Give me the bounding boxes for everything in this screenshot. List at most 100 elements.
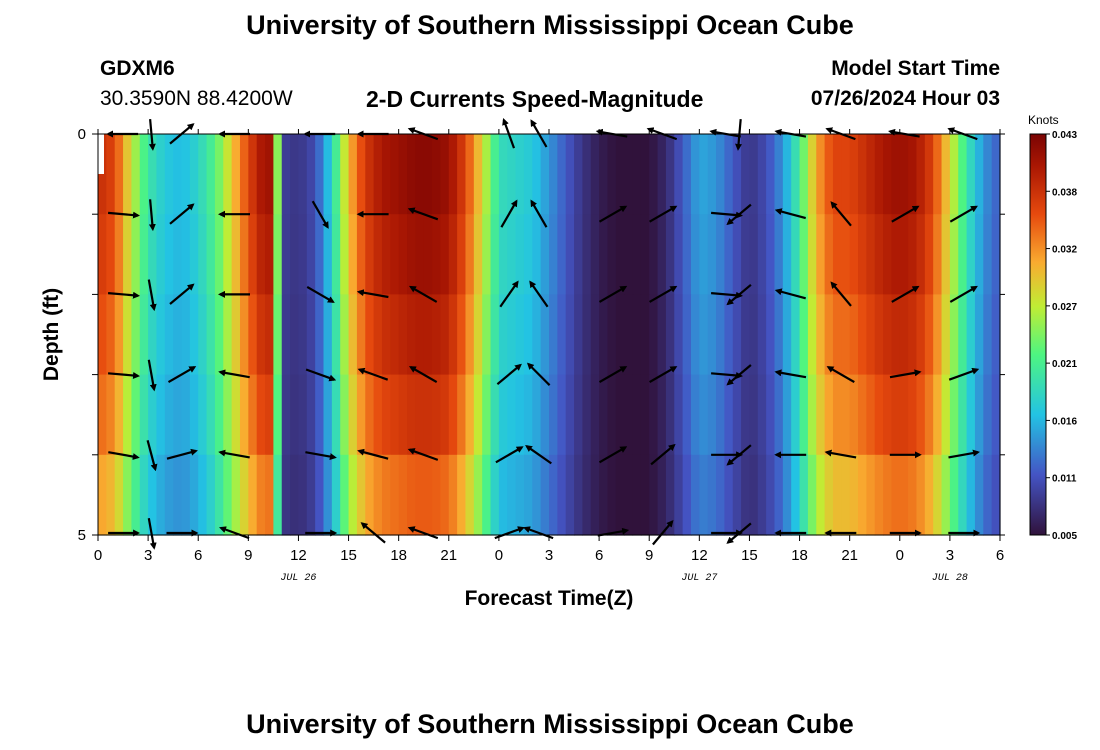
heatmap-cell <box>440 454 450 536</box>
station-id: GDXM6 <box>100 57 175 80</box>
heatmap-cell <box>690 454 700 536</box>
heatmap-cell <box>248 374 258 456</box>
heatmap-cell <box>941 214 951 295</box>
heatmap-cell <box>323 214 333 295</box>
heatmap-cell <box>966 214 976 295</box>
heatmap-cell <box>732 214 742 295</box>
heatmap-cell <box>507 374 517 456</box>
heatmap-cell <box>858 134 867 215</box>
heatmap-cell <box>565 454 575 536</box>
heatmap-cell <box>582 134 592 215</box>
heatmap-cell <box>356 134 366 215</box>
heatmap-cell <box>933 454 943 536</box>
current-vector <box>598 205 628 223</box>
heatmap-cell <box>373 454 383 536</box>
heatmap-cell <box>448 374 458 456</box>
heatmap-cell <box>515 374 525 456</box>
heatmap-cell <box>924 214 934 295</box>
heatmap-cell <box>782 294 792 376</box>
heatmap-cell <box>398 374 408 456</box>
heatmap-cell <box>473 134 483 215</box>
heatmap-cell <box>557 454 567 536</box>
heatmap-cell <box>106 454 116 536</box>
heatmap-cell <box>716 374 725 456</box>
heatmap-cell <box>415 134 425 215</box>
x-tick-label: 21 <box>440 547 457 564</box>
heatmap-cell <box>148 374 158 456</box>
heatmap-cell <box>849 134 859 215</box>
heatmap-cell <box>991 454 1001 536</box>
heatmap-cell <box>574 134 584 215</box>
x-tick-label: 9 <box>244 547 252 564</box>
heatmap-cell <box>189 454 199 536</box>
heatmap-cell <box>916 454 926 536</box>
heatmap-cell <box>816 294 826 376</box>
heatmap-cell <box>423 294 433 376</box>
heatmap-cell <box>356 214 366 295</box>
current-vector <box>891 285 920 303</box>
heatmap-cell <box>281 134 291 215</box>
heatmap-cell <box>298 134 308 215</box>
heatmap-cell <box>423 134 433 215</box>
heatmap-cell <box>340 214 350 295</box>
heatmap-cell <box>649 134 659 215</box>
heatmap-cell <box>632 214 642 295</box>
heatmap-cell <box>799 294 809 376</box>
heatmap-cell <box>331 294 341 376</box>
heatmap-cell <box>298 214 308 295</box>
heatmap-cell <box>540 134 550 215</box>
heatmap-cell <box>214 374 224 456</box>
heatmap-cell <box>198 214 208 295</box>
heatmap-cell <box>498 454 508 536</box>
heatmap-cell <box>139 214 149 295</box>
heatmap-cell <box>574 214 584 295</box>
heatmap-cell <box>565 134 575 215</box>
heatmap-cell <box>482 454 492 536</box>
heatmap-cell <box>640 294 650 376</box>
current-vector <box>169 283 195 305</box>
current-vector <box>774 208 806 220</box>
heatmap-cell <box>123 134 133 215</box>
heatmap-cell <box>281 294 291 376</box>
heatmap-cell <box>256 214 266 295</box>
heatmap-cell <box>599 214 609 295</box>
current-vector <box>948 449 980 459</box>
heatmap-cell <box>206 454 216 536</box>
heatmap-cell <box>615 134 625 215</box>
heatmap-cell <box>98 374 107 456</box>
heatmap-cell <box>398 134 408 215</box>
heatmap-cell <box>189 294 199 376</box>
heatmap-cell <box>640 374 650 456</box>
heatmap-cell <box>899 294 909 376</box>
heatmap-cell <box>599 294 609 376</box>
heatmap-cell <box>106 134 116 215</box>
current-vector <box>496 363 522 386</box>
heatmap-cell <box>106 214 116 295</box>
heatmap-cell <box>440 214 450 295</box>
heatmap-cell <box>615 374 625 456</box>
heatmap-cell <box>490 134 500 215</box>
current-vector <box>218 449 250 459</box>
heatmap-cell <box>774 214 784 295</box>
current-vector <box>649 366 678 384</box>
heatmap-cell <box>991 374 1001 456</box>
heatmap-cell <box>106 374 116 456</box>
heatmap-cell <box>231 294 241 376</box>
current-vector <box>525 445 552 465</box>
heatmap-cell <box>799 214 809 295</box>
heatmap-cell <box>139 374 149 456</box>
heatmap-cell <box>323 294 333 376</box>
heatmap-cell <box>858 294 867 376</box>
heatmap-cell <box>908 454 918 536</box>
heatmap-cell <box>356 454 366 536</box>
current-vector <box>305 451 337 460</box>
heatmap-cell <box>148 294 158 376</box>
heatmap-cell <box>924 374 934 456</box>
heatmap-cell <box>991 134 1001 215</box>
heatmap-cell <box>123 294 133 376</box>
heatmap-cell <box>891 454 901 536</box>
colorbar-gradient <box>1029 133 1047 536</box>
heatmap-cell <box>523 454 533 536</box>
heatmap-cell <box>407 454 416 536</box>
heatmap-cell <box>665 214 675 295</box>
